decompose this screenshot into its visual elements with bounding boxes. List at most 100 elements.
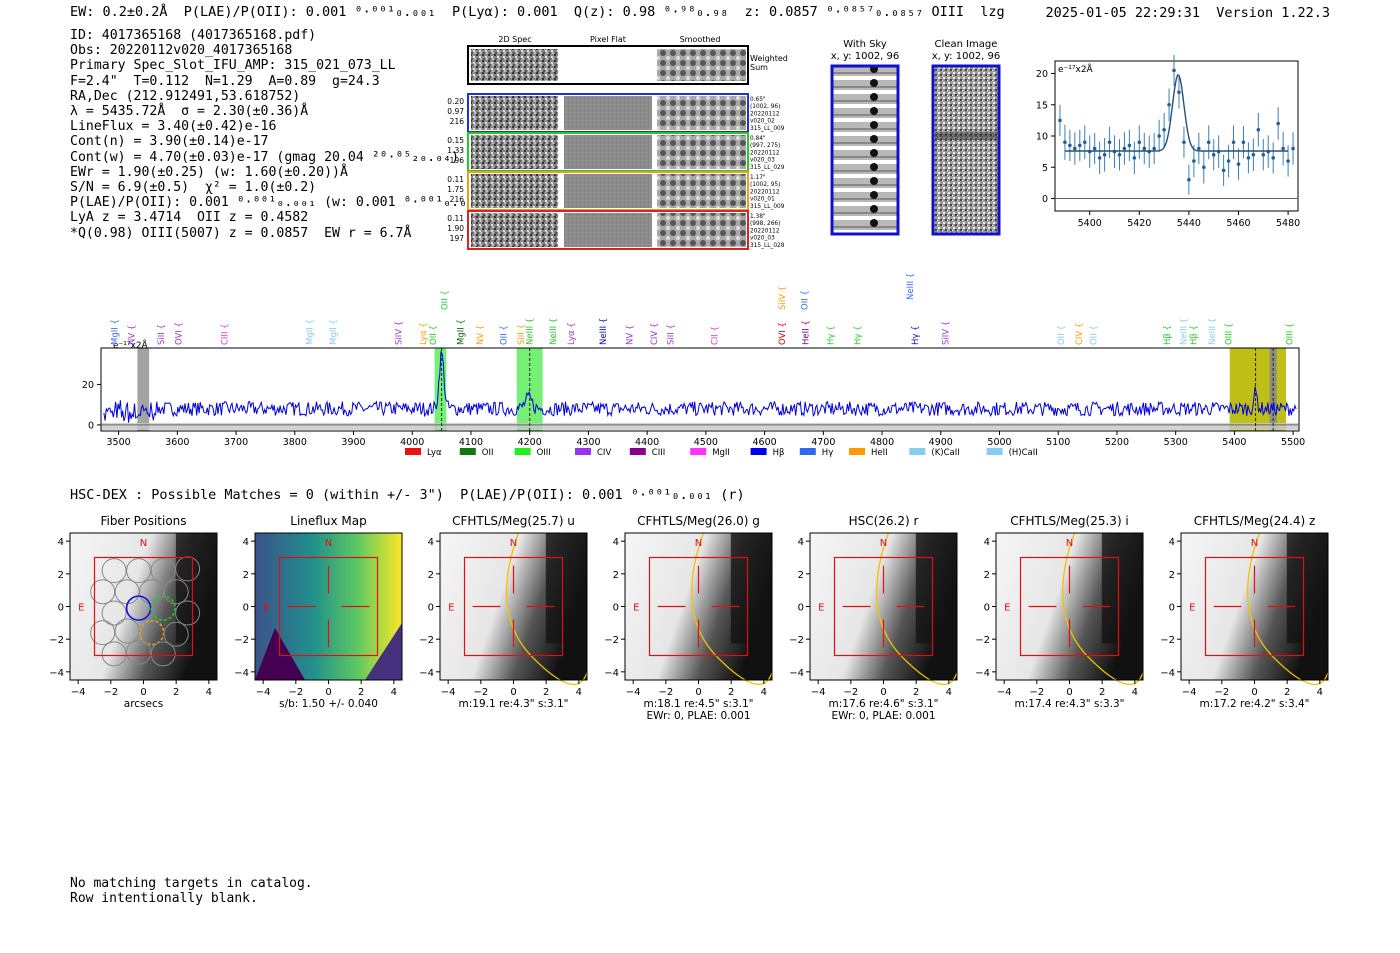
spectrum-xtick-label: 3600 bbox=[165, 437, 189, 448]
legend-label: Lyα bbox=[427, 448, 442, 458]
aperture-ellipse bbox=[691, 532, 773, 685]
img-ytick-label: −4 bbox=[1160, 668, 1175, 679]
img-ytick-label: −4 bbox=[789, 668, 804, 679]
img-xtick-label: −4 bbox=[811, 687, 826, 698]
imaging-panel: Lineflux Map N E −4 −4 −2 −2 0 0 2 2 4 4 s/b: 1.50 +/… bbox=[234, 514, 403, 710]
spectrum-xtick-label: 3500 bbox=[107, 437, 131, 448]
imaging-panel: CFHTLS/Meg(26.0) g N E −4 −4 −2 −2 0 0 2 2 4 4 m:18.1… bbox=[604, 514, 773, 722]
east-label: E bbox=[78, 603, 84, 614]
zoom-data-point bbox=[1117, 152, 1122, 157]
img-ytick-label: −4 bbox=[419, 668, 434, 679]
fiber-row-meta: 315_LL_009 bbox=[750, 204, 785, 210]
spectral-line-marker: NV { bbox=[626, 325, 636, 345]
info-cont-w: Cont(w) = 4.70(±0.03)e-17 (gmag 20.04 ²⁰… bbox=[70, 149, 460, 165]
img-xtick-label: 0 bbox=[510, 687, 516, 698]
img-xtick-label: −2 bbox=[1029, 687, 1044, 698]
zoom-data-point bbox=[1281, 146, 1285, 151]
search-box bbox=[463, 556, 564, 657]
zoom-data-point bbox=[1231, 140, 1236, 145]
legend-swatch bbox=[909, 448, 926, 455]
imaging-panel-title: Lineflux Map bbox=[290, 514, 366, 528]
east-label: E bbox=[448, 603, 454, 614]
weighted-sum-row: Weighted Sum bbox=[467, 45, 788, 85]
zoom-data-point bbox=[1172, 68, 1176, 73]
spectrum-xtick-label: 3800 bbox=[283, 437, 307, 448]
fiber-row-pixelflat bbox=[564, 135, 652, 169]
imaging-caption: EWr: 0, PLAE: 0.001 bbox=[831, 710, 935, 722]
info-spec-slot: Primary Spec_Slot_IFU_AMP: 315_021_073_L… bbox=[70, 58, 396, 74]
imaging-panels: Fiber Positions N E −4 −4 −2 −2 0 0 2 2 4 4 arcsecs Li… bbox=[49, 514, 1329, 722]
spectral-line-marker: SiII { bbox=[517, 324, 527, 345]
img-xtick-label: −4 bbox=[256, 687, 271, 698]
zoom-data-point bbox=[1221, 168, 1226, 173]
img-ytick-label: 2 bbox=[984, 570, 990, 581]
zoom-ytick-label: 5 bbox=[1042, 163, 1048, 174]
zoom-xtick-label: 5400 bbox=[1078, 218, 1102, 229]
spectrum-xtick-label: 5200 bbox=[1105, 437, 1129, 448]
zoom-xtick-label: 5440 bbox=[1177, 218, 1201, 229]
fiber-row-meta: 20220112 bbox=[750, 150, 780, 156]
fiber-row-stat: 1.90 bbox=[447, 224, 464, 233]
spectrum-xtick-label: 5400 bbox=[1222, 437, 1246, 448]
fiber-row-meta: (998, 266) bbox=[750, 221, 780, 227]
spectral-line-marker: SiIV { bbox=[395, 321, 405, 345]
zoom-axes-frame bbox=[1054, 60, 1299, 212]
spectral-line-marker: Hγ { bbox=[826, 325, 836, 345]
zoom-data-point bbox=[1127, 143, 1132, 148]
img-ytick-label: 0 bbox=[428, 603, 434, 614]
weighted-label-1: Weighted bbox=[750, 54, 788, 63]
img-ytick-label: 2 bbox=[1169, 570, 1175, 581]
search-box bbox=[1019, 556, 1120, 657]
north-label: N bbox=[695, 538, 702, 549]
img-xtick-label: 4 bbox=[576, 687, 582, 698]
img-ytick-label: 4 bbox=[428, 537, 434, 548]
galaxy-core bbox=[915, 533, 957, 644]
zoom-data-point bbox=[1152, 146, 1156, 151]
spectrum-xtick-label: 5500 bbox=[1281, 437, 1305, 448]
zoom-data-point bbox=[1211, 152, 1216, 157]
zoom-data-point bbox=[1246, 156, 1251, 160]
east-label: E bbox=[1189, 603, 1195, 614]
fiber-row-stat: 196 bbox=[450, 156, 465, 165]
img-xtick-label: 0 bbox=[1251, 687, 1257, 698]
fiber-row-meta: 315_LL_028 bbox=[750, 243, 785, 249]
spectrum-band bbox=[137, 348, 150, 431]
legend-label: (H)CaII bbox=[1009, 448, 1038, 458]
spectral-line-marker: NV { bbox=[476, 325, 486, 345]
galaxy-core bbox=[730, 533, 772, 644]
legend-label: HeII bbox=[871, 448, 888, 458]
zoom-data-point bbox=[1291, 146, 1295, 151]
imaging-caption: EWr: 0, PLAE: 0.001 bbox=[646, 710, 750, 722]
aperture-ellipse bbox=[1247, 532, 1329, 685]
zoom-unit-label: e⁻¹⁷x2Å bbox=[1058, 63, 1094, 75]
imaging-panel-title: Fiber Positions bbox=[100, 514, 186, 528]
img-ytick-label: 4 bbox=[798, 537, 804, 548]
img-xtick-label: 2 bbox=[913, 687, 919, 698]
spectral-line-marker: MgII { bbox=[305, 319, 315, 345]
zoom-data-point bbox=[1206, 140, 1211, 145]
spectral-line-marker: OII { bbox=[801, 290, 811, 310]
img-ytick-label: −2 bbox=[49, 635, 64, 646]
spectral-line-marker: CIII { bbox=[220, 323, 230, 345]
img-ytick-label: −2 bbox=[1160, 635, 1175, 646]
spectral-line-marker: CIV { bbox=[650, 323, 660, 345]
spectrum-xtick-label: 4100 bbox=[459, 437, 483, 448]
info-ewr: EWr = 1.90(±0.25) (w: 1.60(±0.20))Å bbox=[70, 164, 348, 180]
fiber-row-stat: 0.97 bbox=[447, 107, 464, 116]
fiber-circle bbox=[175, 600, 201, 626]
full-spectrum-chart: e⁻¹⁷x2Å 3500 3600 3700 3800 3900 4000 4100 4200 4… bbox=[82, 273, 1305, 458]
img-ytick-label: 4 bbox=[243, 537, 249, 548]
img-xtick-label: 0 bbox=[880, 687, 886, 698]
imaging-caption: m:18.1 re:4.5" s:3.1" bbox=[644, 698, 754, 710]
col-header-2dspec: 2D Spec bbox=[498, 35, 531, 44]
legend-swatch bbox=[575, 448, 591, 455]
img-xtick-label: −2 bbox=[473, 687, 488, 698]
img-xtick-label: 0 bbox=[1066, 687, 1072, 698]
imaging-panel-title: HSC(26.2) r bbox=[849, 514, 919, 528]
with-sky-image bbox=[830, 64, 900, 236]
info-best-z: *Q(0.98) OIII(5007) z = 0.0857 EW r = 6.… bbox=[70, 225, 412, 241]
fiber-row-meta: (1002, 96) bbox=[750, 104, 780, 110]
legend-label: Hγ bbox=[822, 448, 833, 458]
info-cont-n: Cont(n) = 3.90(±0.14)e-17 bbox=[70, 134, 269, 150]
zoom-model-fit bbox=[1064, 74, 1289, 152]
